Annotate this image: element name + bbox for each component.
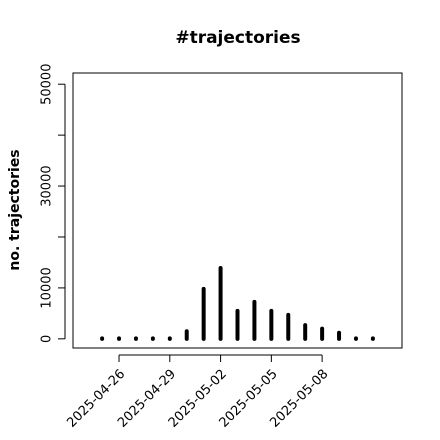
y-axis-label: no. trajectories [7, 149, 23, 270]
y-tick-label: 10000 [40, 267, 55, 308]
y-tick-label: 30000 [40, 165, 55, 206]
chart-title: #trajectories [175, 28, 300, 48]
y-tick-label: 0 [40, 335, 55, 343]
plot-box [72, 72, 403, 349]
y-tick-label: 50000 [40, 64, 55, 105]
